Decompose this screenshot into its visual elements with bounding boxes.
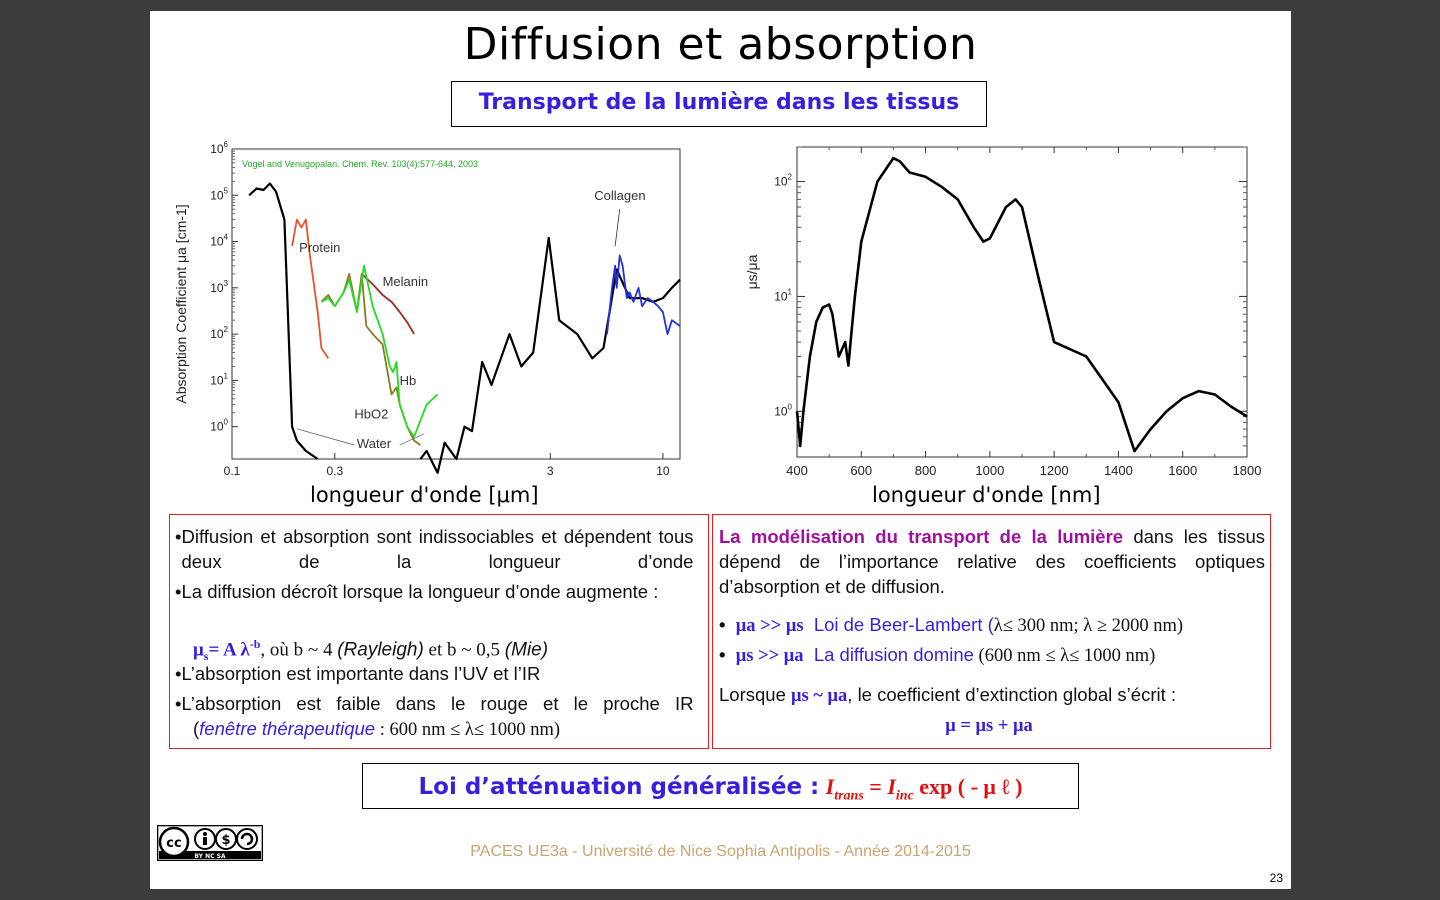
chart1-ytick-label: 103 (210, 279, 228, 295)
right-info-box: La modélisation du transport de la lumiè… (712, 514, 1271, 749)
bullet-3: •L’absorption est importante dans l’UV e… (175, 663, 541, 684)
chart1-ytick-label: 106 (210, 140, 228, 156)
absorption-coefficient-chart: 100 101 102 103 104 105 106 0.1 0.3 3 10 Absorption… (173, 140, 681, 478)
chart2-xtick-label: 1800 (1233, 463, 1262, 478)
chart2-ytick-label: 100 (774, 402, 792, 418)
chart1-water-arrow (296, 428, 355, 446)
chart1-ytick-label: 102 (210, 325, 228, 341)
slide: Diffusion et absorption Transport de la … (150, 11, 1291, 889)
chart1-collagen-arrow (614, 209, 621, 247)
chart1-annotation-hb: Hb (400, 373, 417, 388)
chart2-xtick-label: 600 (850, 463, 872, 478)
global-extinction-formula: μ = μs + μa (945, 716, 1033, 736)
chart1-ylabel: Absorption Coefficient μa [cm-1] (173, 204, 189, 403)
cc-icon (158, 826, 190, 858)
chart1-xtick-label: 0.1 (224, 464, 241, 478)
chart1-series-protein (291, 218, 330, 359)
chart1-ytick-label: 100 (210, 418, 228, 434)
chart1-ytick-label: 105 (210, 186, 228, 202)
case-beer-lambert: • μa >> μs Loi de Beer-Lambert (λ≤ 300 n… (719, 614, 1184, 636)
bullet-4: •L’absorption est faible dans le rouge e… (175, 693, 694, 714)
chart1-ytick-label: 104 (210, 233, 228, 249)
therapeutic-window: (fenêtre thérapeutique : 600 nm ≤ λ≤ 100… (193, 718, 561, 740)
subtitle-box: Transport de la lumière dans les tissus (451, 81, 987, 127)
chart1-ytick-label: 101 (210, 371, 228, 387)
chart2-frame (796, 146, 1248, 458)
page-title: Diffusion et absorption (463, 19, 978, 70)
chart1-xlabel: longueur d'onde [μm] (310, 483, 539, 507)
chart1-citation: Vogel and Venugopalan. Chem. Rev. 103(4)… (242, 159, 478, 169)
chart1-annotation-hbo2: HbO2 (354, 407, 388, 422)
chart2-xtick-label: 400 (786, 463, 808, 478)
footer: PACES UE3a - Université de Nice Sophia A… (470, 843, 971, 860)
chart1-xtick-label: 10 (656, 464, 670, 478)
bullet-1: •Diffusion et absorption sont indissocia… (175, 526, 694, 572)
sa-icon (236, 828, 258, 850)
chart1-annotation-protein: Protein (299, 240, 340, 255)
chart2-xtick-label: 1400 (1104, 463, 1133, 478)
chart1-xtick-label: 3 (547, 464, 554, 478)
bullet-2: •La diffusion décroît lorsque la longueu… (175, 581, 659, 602)
svg-text:$: $ (221, 833, 230, 848)
modelling-paragraph: La modélisation du transport de la lumiè… (719, 526, 1265, 597)
chart2-xtick-label: 1600 (1168, 463, 1197, 478)
chart1-xtick-label: 0.3 (326, 464, 343, 478)
svg-text:cc: cc (166, 836, 181, 851)
chart2-series-line (795, 156, 1248, 453)
chart2-xtick-label: 800 (915, 463, 937, 478)
chart1-series-water (419, 236, 681, 474)
rayleigh-mie-formula: μs= A λ-b, où b ~ 4 (Rayleigh) et b ~ 0,… (193, 637, 549, 664)
chart1-annotation-water: Water (357, 436, 392, 451)
chart2-ytick-label: 101 (774, 287, 792, 303)
extinction-sentence: Lorsque μs ~ μa, le coefficient d’extinc… (719, 684, 1177, 706)
chart2-xlabel: longueur d'onde [nm] (872, 483, 1101, 507)
chart1-water-arrow (399, 433, 425, 446)
page-number: 23 (1269, 871, 1283, 885)
chart1-annotation-melanin: Melanin (383, 274, 429, 289)
chart1-series-water (248, 182, 319, 460)
attenuation-law-box: Loi d’atténuation généralisée : Itrans =… (362, 763, 1079, 809)
chart1-series-collagen (606, 254, 681, 336)
chart1-annotation-collagen: Collagen (594, 188, 645, 203)
scattering-ratio-chart: 100 101 102 400 600 800 1000 1200 1400 1600 1800 μs… (744, 146, 1262, 478)
attenuation-formula: Itrans = Iinc exp ( - μ ℓ ) (825, 774, 1023, 804)
chart2-ytick-label: 102 (774, 173, 792, 189)
left-info-box: •Diffusion et absorption sont indissocia… (169, 514, 709, 749)
svg-text:BY NC SA: BY NC SA (194, 853, 226, 860)
chart1-series-melanin (361, 273, 415, 335)
chart2-xtick-label: 1000 (975, 463, 1004, 478)
creative-commons-badge: cc $ BY NC SA (157, 825, 263, 861)
chart2-xtick-label: 1200 (1040, 463, 1069, 478)
chart1-series-hbo2 (320, 264, 439, 438)
case-diffusion: • μs >> μa La diffusion domine (600 nm ≤… (719, 644, 1156, 666)
chart2-ylabel: μs/μa (744, 254, 760, 289)
subtitle: Transport de la lumière dans les tissus (478, 90, 960, 115)
